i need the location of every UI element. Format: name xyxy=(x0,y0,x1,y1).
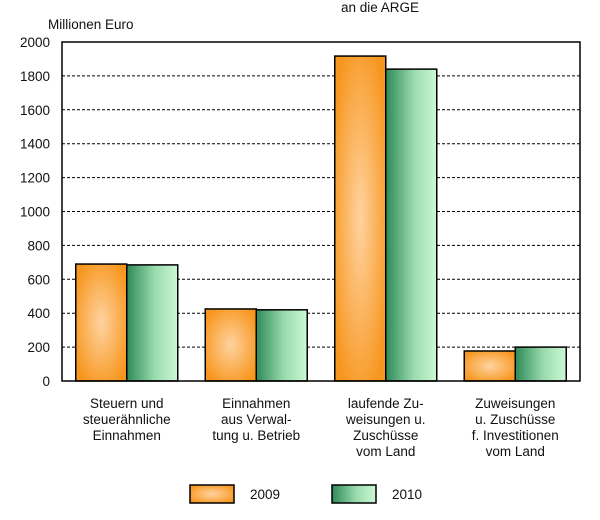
legend-label: 2009 xyxy=(250,487,280,502)
x-tick-label: Steuern und steuerähnliche Einnahmen xyxy=(83,396,171,443)
bar-2009 xyxy=(334,55,387,382)
bar-2009 xyxy=(204,308,257,382)
y-axis-label: Millionen Euro xyxy=(48,17,134,32)
x-tick-label: Einnahmen aus Verwal-tung u. Betrieb xyxy=(212,396,300,443)
y-tick-label: 1600 xyxy=(20,103,50,118)
chart-title: an die ARGE xyxy=(341,0,419,15)
y-tick-label: 1000 xyxy=(20,205,50,220)
bar-2010 xyxy=(385,68,438,382)
y-tick-label: 600 xyxy=(27,272,50,287)
bar-2010 xyxy=(255,309,308,382)
legend-swatch-2009 xyxy=(189,484,235,504)
legend-swatch-2010 xyxy=(331,484,377,504)
y-tick-label: 400 xyxy=(27,306,50,321)
y-tick-label: 200 xyxy=(27,340,50,355)
bar-2009 xyxy=(75,263,128,382)
legend-label: 2010 xyxy=(392,487,422,502)
y-tick-label: 1200 xyxy=(20,171,50,186)
x-tick-label: Zuweisungen u. Zuschüsse f. Investitionen v… xyxy=(472,396,559,459)
y-tick-label: 2000 xyxy=(20,35,50,50)
x-tick-label: laufende Zu-weisungen u. Zuschüsse vom Lan… xyxy=(345,396,426,459)
bar-2010 xyxy=(126,264,179,382)
y-tick-label: 1400 xyxy=(20,137,50,152)
bar-2009 xyxy=(463,350,516,382)
y-tick-label: 800 xyxy=(27,238,50,253)
bar-2010 xyxy=(514,346,567,382)
legend: 2009 2010 xyxy=(189,484,422,504)
plot-area-frame xyxy=(61,41,581,382)
y-tick-label: 0 xyxy=(42,374,50,389)
y-tick-label: 1800 xyxy=(20,69,50,84)
